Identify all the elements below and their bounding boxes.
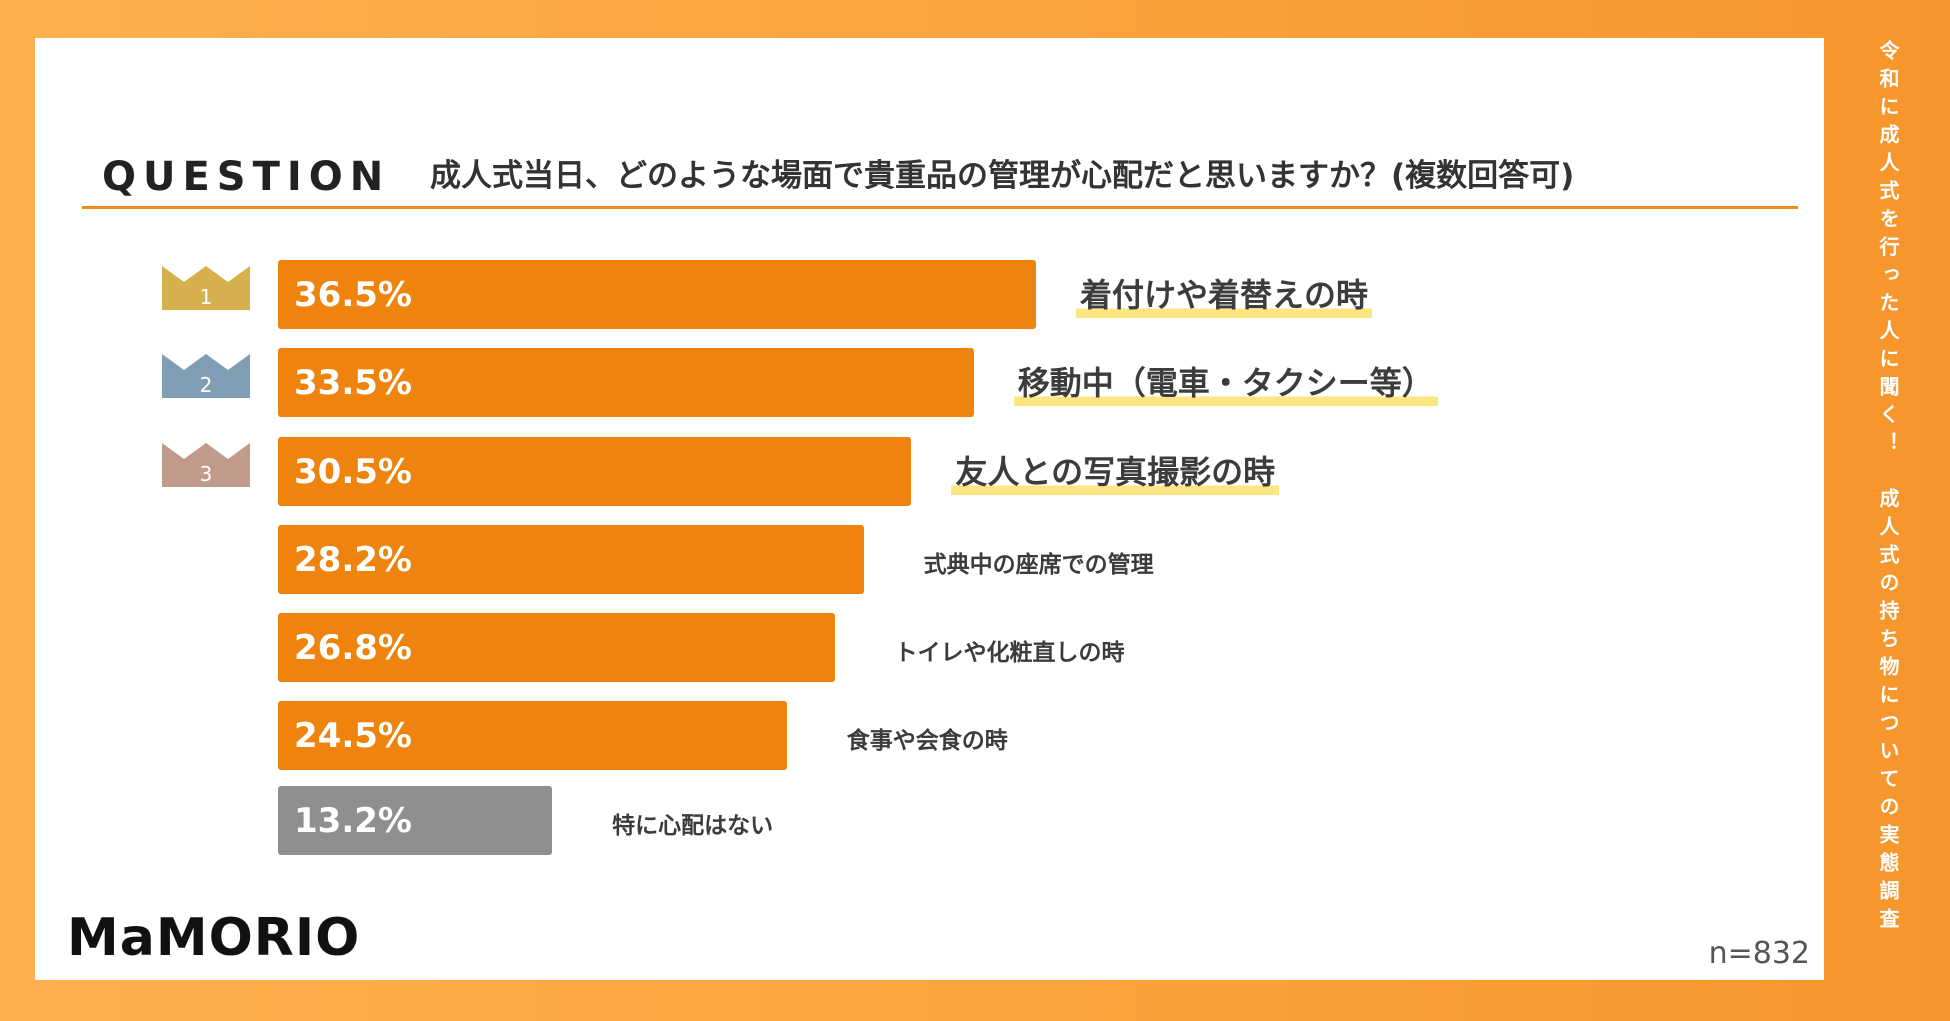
bar-value-label: 13.2%: [294, 800, 412, 841]
bar-value-label: 36.5%: [294, 274, 412, 315]
category-label: 式典中の座席での管理: [923, 552, 1154, 578]
crown-shape: [162, 266, 250, 310]
bar-6: 24.5%: [278, 701, 787, 770]
bar-value-label: 30.5%: [294, 451, 412, 492]
rank-number: 1: [200, 285, 213, 309]
category-label: 移動中（電車・タクシー等）: [1013, 358, 1438, 406]
crown-shape: [162, 354, 250, 398]
category-label: 友人との写真撮影の時: [951, 447, 1280, 495]
bar-value-label: 33.5%: [294, 362, 412, 403]
bar-7: 13.2%: [278, 786, 553, 855]
content-panel: QUESTION 成人式当日、どのような場面で貴重品の管理が心配だと思いますか？…: [35, 38, 1824, 980]
bar-2: 33.5%: [278, 348, 974, 417]
rank-number: 2: [200, 373, 213, 397]
brand-logo: MaMORIO: [67, 908, 361, 968]
category-label: 特に心配はない: [612, 813, 774, 839]
bar-3: 30.5%: [278, 437, 912, 506]
bar-4: 28.2%: [278, 525, 864, 594]
question-text: 成人式当日、どのような場面で貴重品の管理が心配だと思いますか？(複数回答可): [430, 158, 1575, 194]
bar-1: 36.5%: [278, 260, 1036, 329]
sample-size: n=832: [1708, 936, 1810, 971]
rank-crown-icon: 3: [162, 443, 250, 487]
category-label: 食事や会食の時: [846, 728, 1008, 754]
side-caption: 令和に成人式を行った人に聞く！ 成人式の持ち物についての実態調査: [1876, 40, 1900, 936]
category-label: 着付けや着替えの時: [1076, 270, 1373, 318]
bar-value-label: 24.5%: [294, 715, 412, 756]
header-divider: [82, 206, 1798, 209]
category-label: トイレや化粧直しの時: [894, 640, 1125, 666]
bar-value-label: 28.2%: [294, 539, 412, 580]
rank-crown-icon: 2: [162, 354, 250, 398]
rank-crown-icon: 1: [162, 266, 250, 310]
bar-value-label: 26.8%: [294, 627, 412, 668]
question-label: QUESTION: [102, 154, 391, 200]
bar-5: 26.8%: [278, 613, 835, 682]
crown-shape: [162, 443, 250, 487]
rank-number: 3: [200, 462, 213, 486]
